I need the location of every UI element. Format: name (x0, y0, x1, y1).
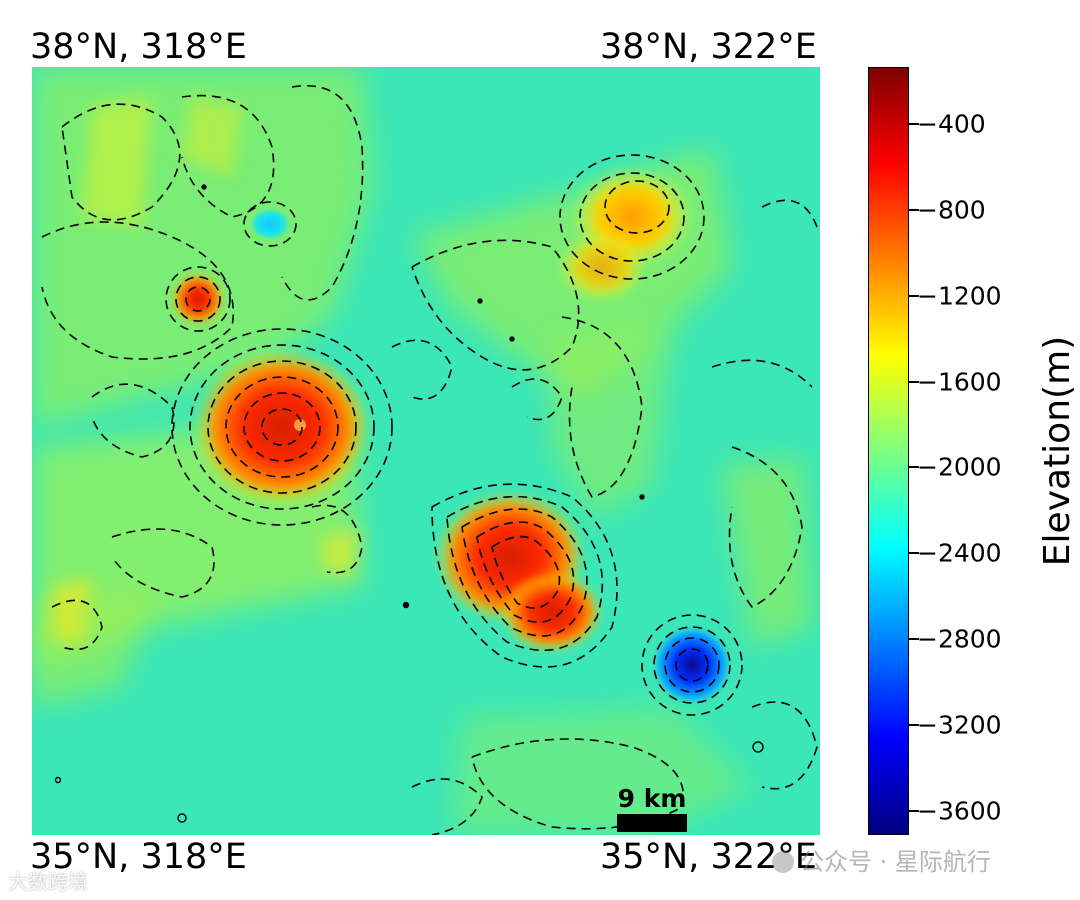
corner-label-top-right: 38°N, 322°E (600, 27, 817, 67)
watermark-right-text: 公众号 · 星际航行 (800, 848, 991, 876)
crater-depression-blue-lower-right (650, 623, 734, 707)
scale-bar-line (617, 814, 687, 832)
wechat-icon (772, 851, 794, 873)
crater-depression-cyan-upper-left (250, 208, 290, 240)
contour-lines (41, 85, 818, 835)
corner-label-bottom-left: 35°N, 318°E (30, 837, 247, 877)
corner-label-bottom-right: 35°N, 322°E (600, 837, 817, 877)
colorbar-tick (909, 552, 919, 554)
colorbar-tick-label: −2000 (917, 452, 1002, 482)
colorbar-tick-label: −400 (917, 109, 986, 139)
scale-bar: 9 km (617, 786, 687, 832)
scale-bar-label: 9 km (617, 784, 687, 813)
colorbar-tick-label: −1600 (917, 367, 1002, 397)
colorbar-tick (909, 638, 919, 640)
watermark-right: 公众号 · 星际航行 (772, 842, 991, 877)
colorbar-tick-label: −3600 (917, 796, 1002, 826)
colorbar-tick-label: −1200 (917, 281, 1002, 311)
elevation-map (32, 67, 820, 835)
colorbar-tick (909, 724, 919, 726)
colorbar-tick-label: −800 (917, 195, 986, 225)
elevation-high-small-upper-left (172, 273, 224, 325)
colorbar-tick (909, 466, 919, 468)
colorbar-tick (909, 123, 919, 125)
colorbar-tick-label: −2400 (917, 538, 1002, 568)
elevation-high-upper-right (557, 167, 692, 302)
colorbar-title: Elevation(m) (1037, 335, 1078, 567)
colorbar-tick (909, 381, 919, 383)
colorbar-tick (909, 209, 919, 211)
corner-label-top-left: 38°N, 318°E (30, 27, 247, 67)
colorbar-tick (909, 810, 919, 812)
colorbar-tick-label: −2800 (917, 624, 1002, 654)
watermark-left: 大数跨境 (8, 870, 88, 894)
colorbar-tick (909, 295, 919, 297)
terrain-shading (32, 67, 820, 835)
colorbar (868, 67, 909, 835)
elevation-high-central-right (435, 491, 602, 652)
colorbar-tick-label: −3200 (917, 710, 1002, 740)
elevation-high-central-left (194, 349, 370, 505)
contour-small-rings (54, 184, 764, 823)
